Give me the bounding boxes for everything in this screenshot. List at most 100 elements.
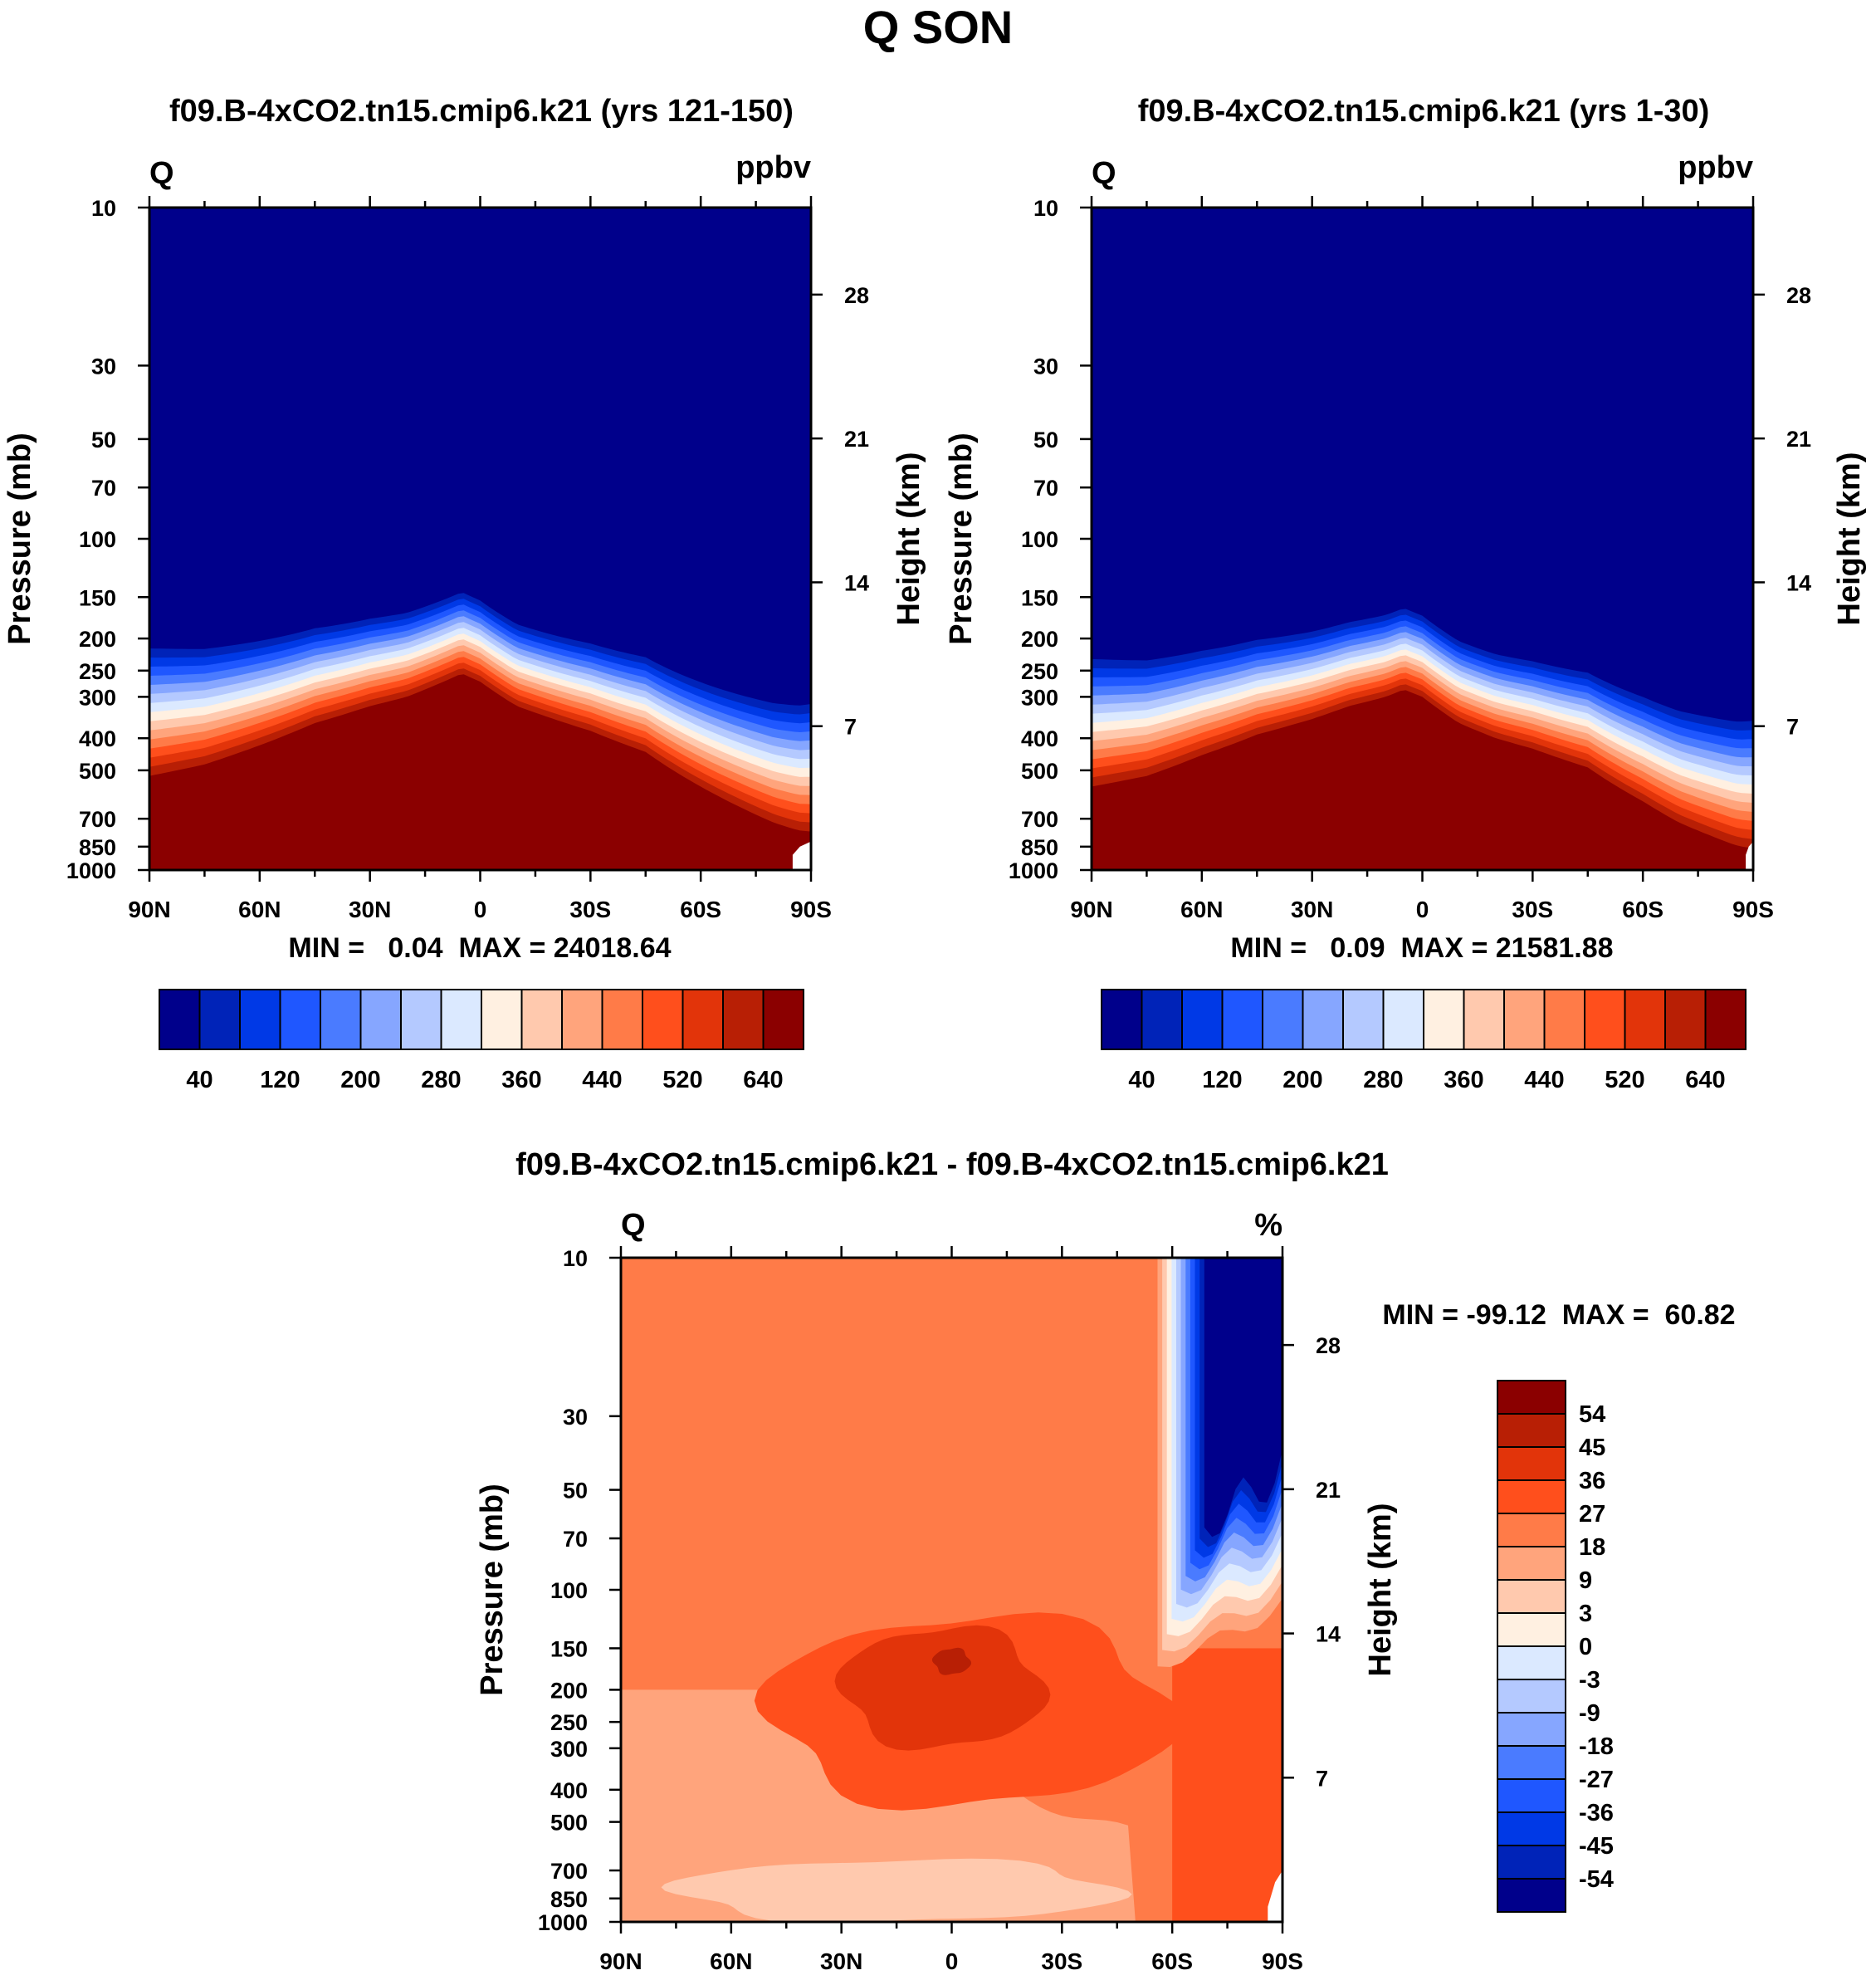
y-tick-label: 50	[1033, 428, 1058, 452]
colorbar-label: -18	[1579, 1733, 1614, 1760]
y-tick-label: 700	[79, 807, 116, 832]
colorbar-label: 54	[1579, 1401, 1605, 1428]
x-tick-label: 0	[945, 1948, 959, 1974]
y-tick-label: 500	[1021, 759, 1058, 784]
colorbar-label: 280	[421, 1067, 461, 1093]
missing-data-region	[792, 841, 811, 870]
panel-2-ticks: 90N 60N 30N 0 30S 60S 90S 10 30 50 70 100 150 200 2503…	[1009, 196, 1811, 922]
colorbar-swatch	[1181, 989, 1224, 1050]
height-tick-label: 7	[1316, 1766, 1328, 1791]
panel-1-ticks: 90N 60N 30N 0 30S 60S 90S 10 30 50 70 100 150 200 2503…	[66, 196, 869, 922]
colorbar-swatch	[320, 989, 362, 1050]
x-tick-label: 60N	[710, 1948, 752, 1974]
panel-3-contour-field	[621, 1258, 1282, 1922]
y-tick-label: 250	[1021, 659, 1058, 684]
panel-1-variable-label: Q	[149, 156, 174, 191]
colorbar-swatch	[1664, 989, 1707, 1050]
colorbar-swatch	[1497, 1679, 1566, 1714]
colorbar-swatch	[1497, 1878, 1566, 1913]
contour-band	[834, 1625, 1051, 1751]
colorbar-swatch	[1497, 1712, 1566, 1747]
colorbar-swatch	[1497, 1579, 1566, 1614]
panel-3-title: f09.B-4xCO2.tn15.cmip6.k21 - f09.B-4xCO2…	[515, 1147, 1389, 1182]
colorbar-label: 40	[186, 1067, 213, 1093]
colorbar-label: -27	[1579, 1767, 1614, 1793]
colorbar-label: 45	[1579, 1435, 1605, 1461]
colorbar-swatch	[601, 989, 643, 1050]
y-tick-label: 100	[79, 527, 116, 552]
contour-band	[1172, 1648, 1282, 1922]
colorbar-swatch	[1101, 989, 1143, 1050]
y-tick-label: 250	[79, 659, 116, 684]
x-tick-label: 0	[474, 897, 487, 922]
colorbar-swatch	[159, 989, 201, 1050]
x-tick-label: 60N	[238, 897, 281, 922]
colorbar-label: 0	[1579, 1634, 1592, 1660]
colorbar-swatch	[1704, 989, 1747, 1050]
x-tick-label: 0	[1416, 897, 1429, 922]
x-tick-label: 30S	[1512, 897, 1553, 922]
colorbar-swatch	[1497, 1745, 1566, 1780]
x-tick-label: 90S	[1262, 1948, 1303, 1974]
colorbar-swatch	[1497, 1546, 1566, 1581]
colorbar-swatch	[642, 989, 684, 1050]
height-tick-label: 28	[1316, 1333, 1341, 1358]
colorbar-swatch	[1497, 1778, 1566, 1813]
colorbar-label: 360	[501, 1067, 541, 1093]
y-tick-label: 200	[550, 1678, 588, 1703]
height-tick-label: 21	[844, 427, 869, 452]
missing-data-region	[1268, 1870, 1282, 1922]
panel-3-variable-label: Q	[621, 1208, 646, 1243]
panel-3-colorbar: 54 45 36 27 18 9 3 0 -3 -9 -18 -27 -36 -45 -54	[1497, 1380, 1614, 1913]
panel-2-units-label: ppbv	[1678, 150, 1753, 185]
x-tick-label: 60N	[1180, 897, 1223, 922]
colorbar-label: 640	[743, 1067, 783, 1093]
x-tick-label: 30N	[1291, 897, 1333, 922]
x-tick-label: 60S	[1151, 1948, 1193, 1974]
colorbar-label: -36	[1579, 1800, 1614, 1826]
colorbar-label: -54	[1579, 1866, 1614, 1893]
colorbar-label: 360	[1444, 1067, 1483, 1093]
panel-2-variable-label: Q	[1092, 156, 1116, 191]
colorbar-label: 640	[1685, 1067, 1725, 1093]
colorbar-label: -3	[1579, 1667, 1600, 1694]
colorbar-label: 3	[1579, 1601, 1592, 1627]
y-tick-label: 700	[550, 1859, 588, 1884]
colorbar-label: -9	[1579, 1700, 1600, 1727]
contour-band	[931, 1647, 972, 1675]
colorbar-swatch	[1497, 1811, 1566, 1846]
y-tick-label: 850	[79, 835, 116, 860]
colorbar-swatch	[1302, 989, 1344, 1050]
height-tick-label: 21	[1786, 427, 1811, 452]
x-tick-label: 90N	[599, 1948, 642, 1974]
colorbar-label: 440	[1524, 1067, 1564, 1093]
panel-1-colorbar: 40 120 200 280 360 440 520 640	[159, 989, 804, 1093]
panel-3-ylabel-right: Height (km)	[1363, 1503, 1398, 1677]
x-tick-label: 90S	[1732, 897, 1774, 922]
y-tick-label: 400	[550, 1778, 588, 1803]
colorbar-swatch	[1497, 1446, 1566, 1481]
colorbar-swatch	[1141, 989, 1183, 1050]
panel-2-ylabel-right: Height (km)	[1832, 452, 1867, 626]
colorbar-swatch	[359, 989, 402, 1050]
panel-1-units-label: ppbv	[735, 150, 811, 185]
y-tick-label: 70	[91, 476, 116, 501]
colorbar-label: 120	[1202, 1067, 1242, 1093]
colorbar-label: 520	[662, 1067, 702, 1093]
missing-data-region	[1746, 841, 1753, 870]
contour-band	[1204, 1258, 1282, 1538]
panel-1-title: f09.B-4xCO2.tn15.cmip6.k21 (yrs 121-150)	[169, 94, 794, 129]
colorbar-swatch	[520, 989, 563, 1050]
colorbar-swatch	[239, 989, 281, 1050]
contour-band	[661, 1858, 1132, 1922]
y-tick-label: 150	[550, 1636, 588, 1661]
colorbar-label: 27	[1579, 1501, 1605, 1528]
panel-2-ylabel: Pressure (mb)	[944, 433, 979, 645]
contour-band	[149, 674, 811, 870]
panel-3-ylabel: Pressure (mb)	[475, 1484, 510, 1696]
colorbar-swatch	[1423, 989, 1465, 1050]
colorbar-swatch	[722, 989, 765, 1050]
panel-1-ylabel: Pressure (mb)	[2, 433, 37, 645]
colorbar-swatch	[1382, 989, 1424, 1050]
x-tick-label: 30N	[349, 897, 391, 922]
